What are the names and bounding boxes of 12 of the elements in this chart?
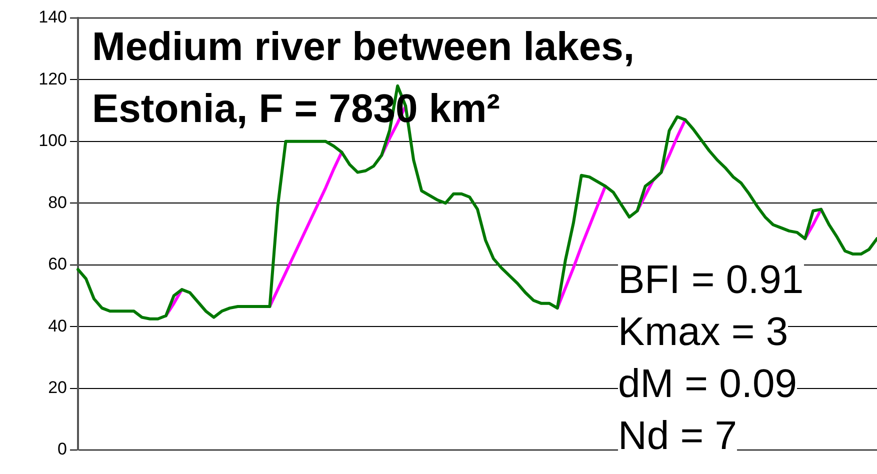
- annotation: BFI = 0.91: [618, 258, 804, 302]
- y-tick-label: 80: [48, 192, 67, 212]
- y-tick-label: 40: [48, 316, 67, 336]
- y-tick-label: 60: [48, 254, 67, 274]
- y-tick-label: 0: [58, 440, 67, 459]
- annotation: Nd = 7: [618, 414, 737, 458]
- y-tick-label: 140: [38, 8, 67, 27]
- annotation: Kmax = 3: [618, 310, 788, 354]
- y-tick-label: 100: [38, 131, 67, 150]
- annotation: dM = 0.09: [618, 362, 798, 406]
- y-tick-label: 120: [38, 69, 67, 88]
- y-tick-label: 20: [48, 378, 67, 397]
